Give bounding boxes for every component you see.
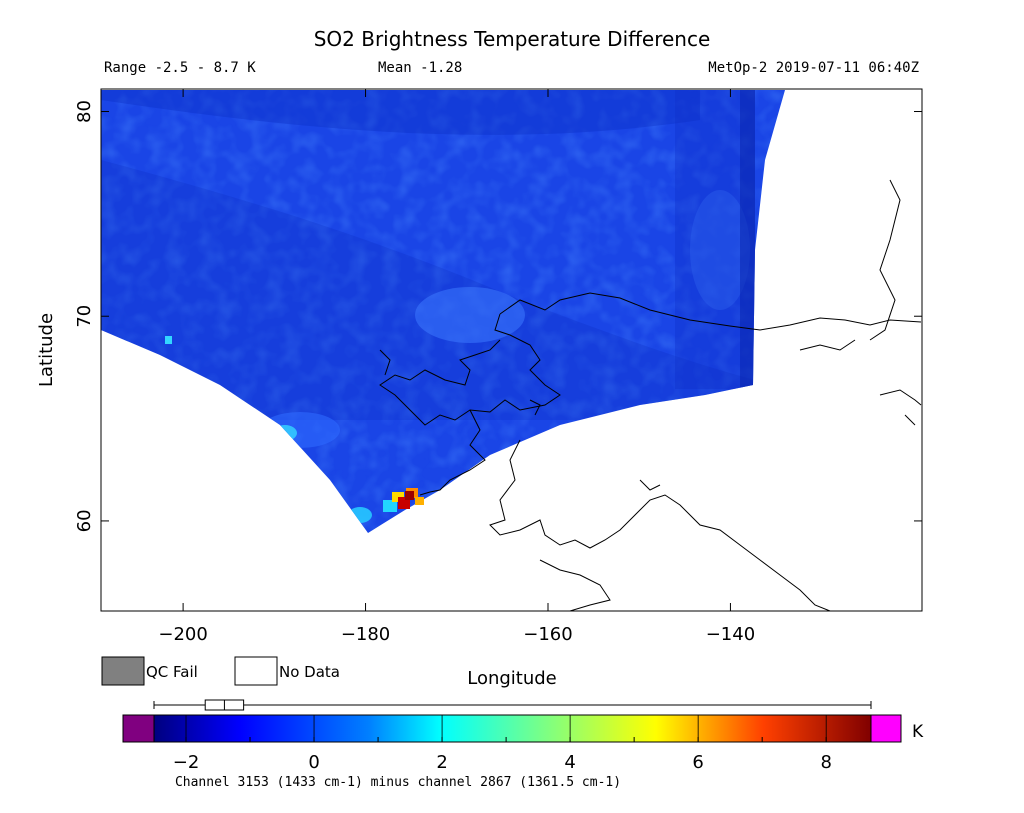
- caption: Channel 3153 (1433 cm-1) minus channel 2…: [175, 775, 621, 790]
- satellite-time-subtitle: MetOp-2 2019-07-11 06:40Z: [708, 60, 919, 76]
- y-tick-label: 70: [74, 305, 95, 328]
- qc-fail-swatch: [101, 656, 145, 686]
- colorbar-tick-label: −2: [173, 752, 200, 773]
- colorbar-tick-label: 8: [820, 752, 831, 773]
- x-axis-label: Longitude: [467, 668, 557, 689]
- range-box-whisker: [153, 699, 872, 711]
- colorbar-ticks: −2 0 2 4 6 8: [173, 715, 832, 773]
- colorbar-overflow: [870, 714, 902, 743]
- no-data-swatch: [234, 656, 278, 686]
- chart-title: SO2 Brightness Temperature Difference: [314, 27, 711, 51]
- legend: QC Fail No Data: [101, 656, 340, 686]
- colorbar-tick-label: 2: [436, 752, 447, 773]
- range-subtitle: Range -2.5 - 8.7 K: [104, 60, 256, 76]
- y-axis-label: Latitude: [36, 313, 57, 387]
- so2-hotspot: [383, 488, 424, 512]
- y-tick-label: 80: [74, 100, 95, 123]
- data-swath: [101, 90, 785, 533]
- x-tick-label: −180: [341, 624, 390, 645]
- qc-fail-label: QC Fail: [146, 663, 198, 681]
- x-tick-label: −200: [158, 624, 207, 645]
- plot-area: [101, 90, 922, 611]
- x-tick-label: −160: [523, 624, 572, 645]
- colorbar-ramp: [153, 714, 872, 743]
- x-tick-label: −140: [706, 624, 755, 645]
- colorbar-tick-label: 0: [308, 752, 319, 773]
- colorbar-unit: K: [912, 722, 924, 742]
- colorbar-tick-label: 4: [564, 752, 575, 773]
- y-axis: 60 70 80: [74, 100, 922, 532]
- coastlines: [379, 179, 922, 611]
- x-axis: −200 −180 −160 −140: [158, 89, 755, 645]
- colorbar-tick-label: 6: [692, 752, 703, 773]
- no-data-label: No Data: [279, 663, 340, 681]
- colorbar-underflow: [122, 714, 155, 743]
- mean-subtitle: Mean -1.28: [378, 60, 462, 76]
- y-tick-label: 60: [74, 509, 95, 532]
- colorbar: −2 0 2 4 6 8 K: [122, 714, 924, 773]
- plot-frame: [100, 88, 923, 612]
